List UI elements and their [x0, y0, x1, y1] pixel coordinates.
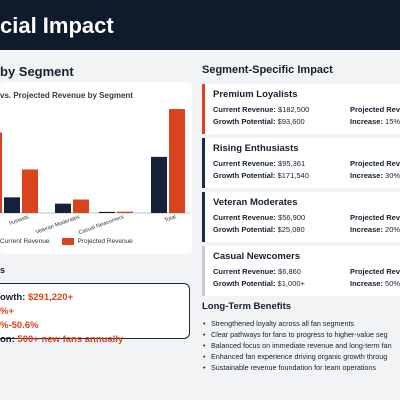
summary-value: $291,220+: [27, 292, 74, 303]
field-label: Growth Potential:: [213, 279, 276, 288]
x-tick-label: Casual Newcomers: [78, 214, 125, 236]
segment-name: Rising Enthusiasts: [213, 143, 299, 154]
field-value: 30%: [385, 171, 400, 180]
field-label: Current Revenue:: [213, 213, 276, 222]
summary-heading: s: [0, 265, 6, 275]
chart-legend: Current Revenue Projected Revenue: [0, 238, 133, 245]
field-value: 15%: [385, 117, 400, 126]
bar-current: [4, 197, 20, 213]
field-value: $93,600: [277, 117, 305, 126]
segment-increase: Increase: 30%: [350, 171, 400, 180]
field-label: Projected Reve: [350, 267, 400, 276]
bar-projected: [22, 169, 38, 213]
field-value: $25,080: [277, 225, 305, 234]
field-label: Current Revenue:: [213, 267, 276, 276]
summary-value: %-50.6%: [0, 320, 39, 331]
bar-projected: [117, 211, 133, 213]
segment-projected-revenue: Projected Reve: [350, 213, 400, 222]
x-tick-label: Veteran Moderates: [35, 214, 81, 236]
field-value: $56,900: [278, 213, 306, 222]
segment-name: Premium Loyalists: [213, 89, 298, 100]
bar-current: [99, 211, 115, 213]
legend-swatch-projected: [61, 238, 74, 245]
field-value: $182,500: [278, 105, 310, 114]
field-label: Increase:: [350, 279, 383, 288]
summary-label: owth:: [0, 292, 28, 303]
field-value: $1,000+: [277, 279, 305, 288]
field-label: Current Revenue:: [213, 159, 276, 168]
segment-card-casual-newcomers: Casual Newcomers Current Revenue: $6,860…: [202, 246, 400, 296]
segment-increase: Increase: 50%: [350, 279, 400, 288]
summary-line-acquisition: on: 500+ new fans annually: [0, 334, 123, 345]
segment-current-revenue: Current Revenue: $56,900: [213, 213, 305, 222]
segment-current-revenue: Current Revenue: $6,860: [213, 267, 301, 276]
list-item: Strengthened loyalty across all fan segm…: [202, 318, 392, 329]
legend-item-projected: Projected Revenue: [61, 238, 133, 245]
field-label: Growth Potential:: [213, 225, 276, 234]
field-value: 20%: [385, 225, 400, 234]
bar-current: [151, 156, 167, 213]
segment-growth-potential: Growth Potential: $93,600: [213, 117, 305, 126]
field-label: Projected Reve: [350, 213, 400, 222]
list-item: Clear pathways for fans to progress to h…: [202, 329, 392, 340]
summary-label: on:: [0, 334, 18, 345]
segment-current-revenue: Current Revenue: $182,500: [213, 105, 309, 114]
long-term-benefits-list: Strengthened loyalty across all fan segm…: [202, 318, 392, 373]
x-tick-label: husiasts: [9, 214, 30, 227]
summary-box: [0, 283, 190, 339]
header-bar: cial Impact: [0, 0, 400, 50]
segment-card-premium-loyalists: Premium Loyalists Current Revenue: $182,…: [202, 84, 400, 134]
field-label: Increase:: [350, 171, 383, 180]
list-item: Balanced focus on immediate revenue and …: [202, 340, 392, 351]
field-label: Growth Potential:: [213, 171, 276, 180]
field-value: 50%: [385, 279, 400, 288]
field-value: $6,860: [278, 267, 301, 276]
list-item: Sustainable revenue foundation for team …: [202, 362, 392, 373]
summary-line-growth: owth: $291,220+: [0, 292, 73, 303]
segment-card-veteran-moderates: Veteran Moderates Current Revenue: $56,9…: [202, 192, 400, 242]
bar-projected: [73, 199, 89, 213]
summary-line-percent: %+: [0, 306, 14, 317]
field-label: Increase:: [350, 117, 383, 126]
bar-projected-partial: [0, 132, 2, 213]
field-label: Projected Reve: [350, 159, 400, 168]
segment-name: Casual Newcomers: [213, 251, 301, 262]
bar-projected: [169, 109, 185, 213]
segment-growth-potential: Growth Potential: $1,000+: [213, 279, 305, 288]
segment-card-rising-enthusiasts: Rising Enthusiasts Current Revenue: $95,…: [202, 138, 400, 188]
segment-growth-potential: Growth Potential: $171,540: [213, 171, 309, 180]
x-tick-label: Total: [164, 214, 177, 224]
legend-label-projected: Projected Revenue: [77, 238, 133, 245]
segment-projected-revenue: Projected Reve: [350, 105, 400, 114]
field-label: Growth Potential:: [213, 117, 276, 126]
segment-increase: Increase: 15%: [350, 117, 400, 126]
segment-increase: Increase: 20%: [350, 225, 400, 234]
field-label: Projected Reve: [350, 105, 400, 114]
segment-current-revenue: Current Revenue: $95,361: [213, 159, 305, 168]
list-item: Enhanced fan experience driving organic …: [202, 351, 392, 362]
segment-growth-potential: Growth Potential: $25,080: [213, 225, 305, 234]
summary-value: 500+ new fans annually: [17, 334, 124, 345]
field-label: Current Revenue:: [213, 105, 276, 114]
field-label: Increase:: [350, 225, 383, 234]
legend-label-current: Current Revenue: [0, 238, 50, 245]
long-term-benefits-heading: Long-Term Benefits: [202, 301, 292, 312]
segment-projected-revenue: Projected Reve: [350, 267, 400, 276]
page-title: cial Impact: [0, 13, 114, 38]
legend-item-current: Current Revenue: [0, 238, 50, 245]
summary-line-range: %-50.6%: [0, 320, 39, 331]
left-section-heading: by Segment: [0, 64, 74, 79]
bar-current: [55, 203, 71, 213]
field-value: $171,540: [277, 171, 309, 180]
field-value: $95,361: [278, 159, 306, 168]
segment-impact-heading: Segment-Specific Impact: [202, 64, 333, 76]
segment-name: Veteran Moderates: [213, 197, 298, 208]
summary-value: %+: [0, 306, 14, 317]
chart-title: vs. Projected Revenue by Segment: [0, 91, 133, 100]
segment-projected-revenue: Projected Reve: [350, 159, 400, 168]
